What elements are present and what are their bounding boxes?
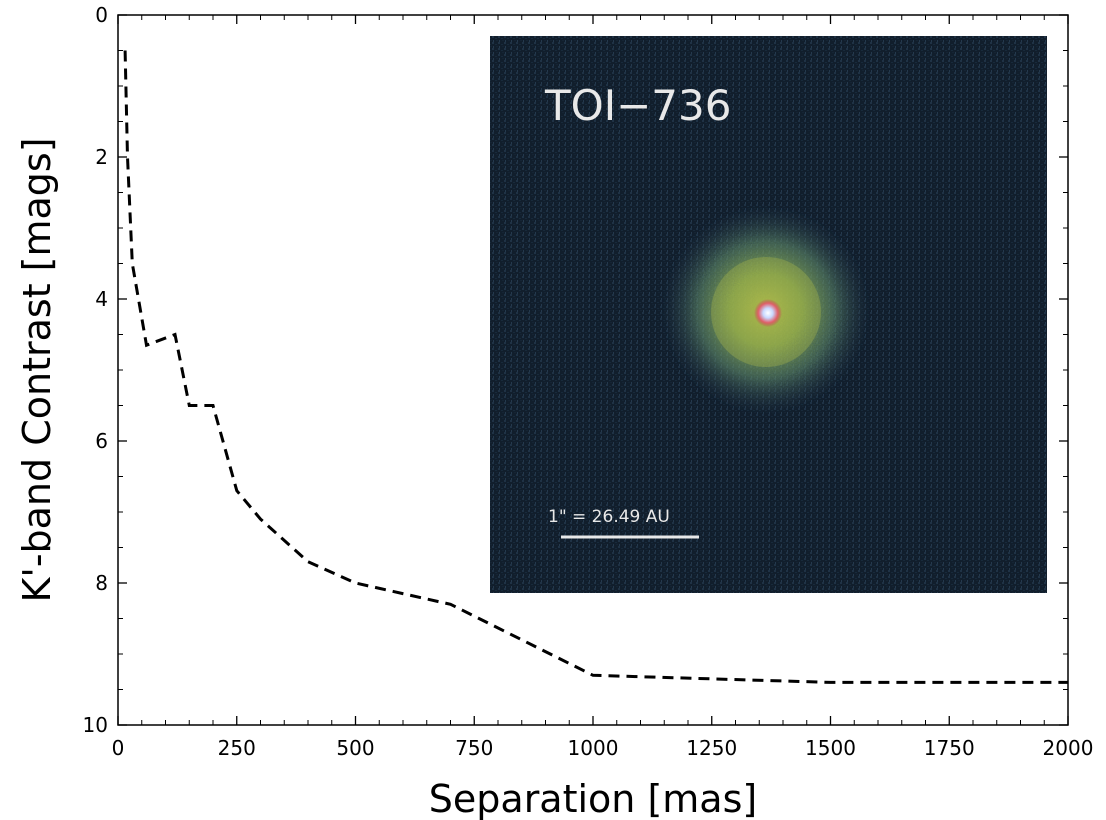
inset-image: TOI−736 1" = 26.49 AU <box>490 36 1047 593</box>
y-axis-title: K'-band Contrast [mags] <box>15 137 59 602</box>
y-tick-label: 0 <box>95 3 108 27</box>
x-axis-title: Separation [mas] <box>429 777 757 820</box>
y-tick-label: 2 <box>95 145 108 169</box>
x-tick-label: 1500 <box>805 736 856 760</box>
series-layer <box>123 50 1068 684</box>
x-tick-label: 2000 <box>1043 736 1094 760</box>
x-tick-label: 500 <box>336 736 374 760</box>
x-tick-labels: 0 250 500 750 1000 1250 1500 1750 2000 <box>112 736 1094 760</box>
x-tick-label: 1000 <box>568 736 619 760</box>
x-tick-label: 0 <box>112 736 125 760</box>
inset-scale-label: 1" = 26.49 AU <box>548 507 670 527</box>
y-tick-label: 8 <box>95 571 108 595</box>
y-tick-labels: 0 2 4 6 8 10 <box>83 3 108 737</box>
y-tick-label: 4 <box>95 287 108 311</box>
y-tick-label: 6 <box>95 429 108 453</box>
contrast-curve <box>123 50 1068 684</box>
axis-ticks <box>117 14 1069 726</box>
x-tick-label: 1250 <box>686 736 737 760</box>
x-tick-label: 750 <box>455 736 493 760</box>
star-core <box>754 299 782 327</box>
x-tick-label: 250 <box>218 736 256 760</box>
y-tick-label: 10 <box>83 713 108 737</box>
x-tick-label: 1750 <box>924 736 975 760</box>
inset-title: TOI−736 <box>544 81 731 130</box>
